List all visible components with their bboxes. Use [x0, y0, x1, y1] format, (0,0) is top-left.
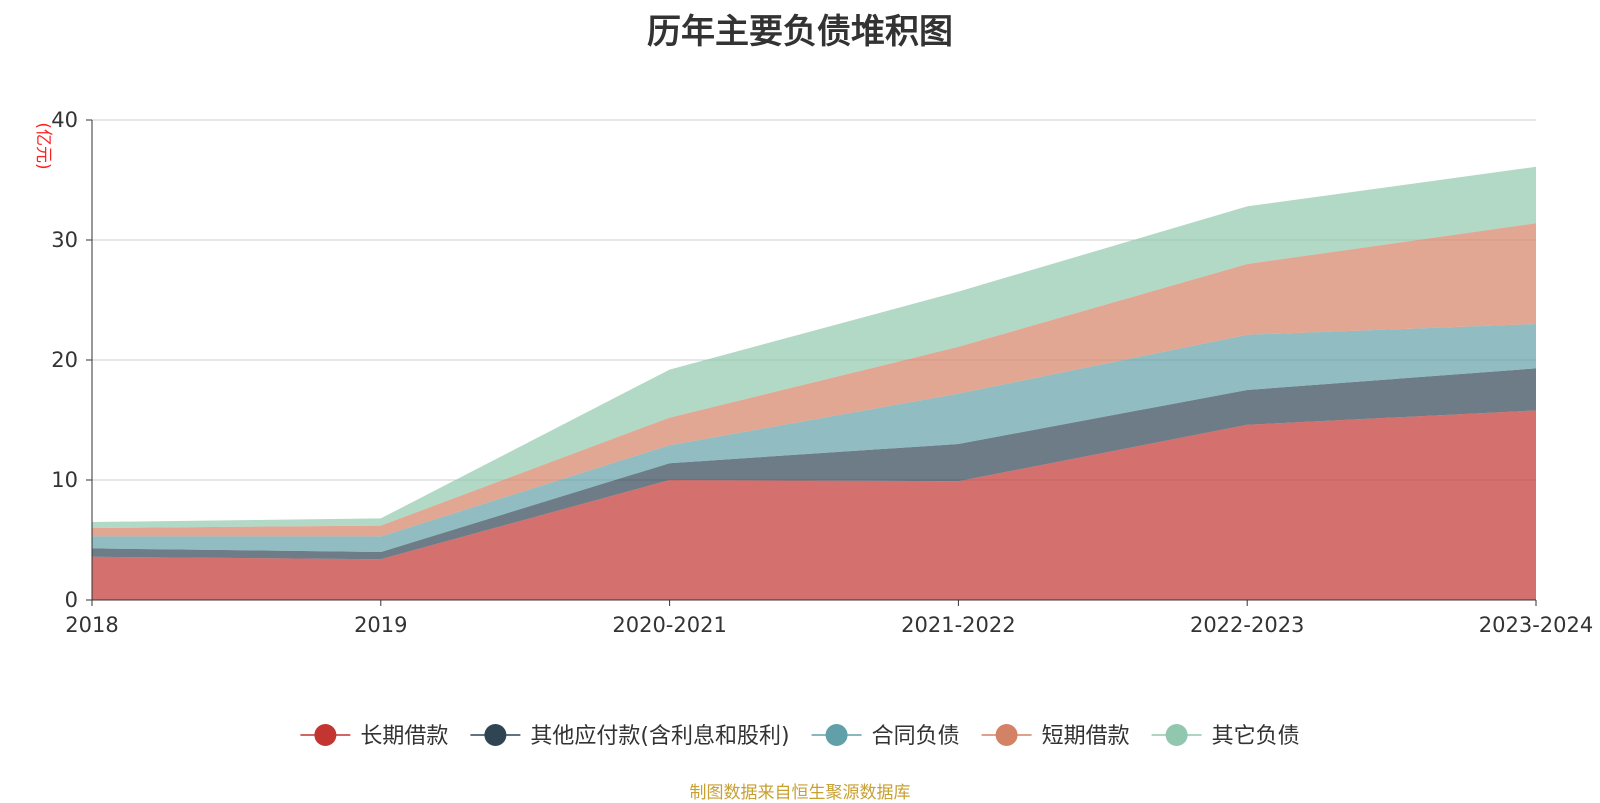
- x-tick-label: 2020-2021: [612, 613, 726, 637]
- legend: 长期借款 其他应付款(含利息和股利) 合同负债 短期借款 其它负债: [300, 724, 1300, 749]
- legend-label: 其他应付款(含利息和股利): [530, 724, 789, 749]
- y-axis-label: (亿元): [33, 122, 53, 169]
- x-tick-label: 2021-2022: [901, 613, 1015, 637]
- legend-label: 长期借款: [360, 724, 448, 749]
- axes: 0 10 20 30 40 2018 2019 2020-2021 2021-2022 2022-…: [33, 108, 1593, 637]
- area-series: [92, 166, 1536, 600]
- legend-item-2: 其他应付款(含利息和股利): [470, 724, 790, 749]
- x-tick-label: 2019: [354, 613, 407, 637]
- area-series-3: [92, 324, 1536, 552]
- y-tick-label: 30: [51, 228, 78, 252]
- x-tick-label: 2022-2023: [1190, 613, 1304, 637]
- area-series-2: [92, 368, 1536, 560]
- source-note: 制图数据来自恒生聚源数据库: [689, 783, 911, 803]
- legend-marker: [1165, 724, 1188, 746]
- legend-label: 其它负债: [1212, 724, 1300, 749]
- legend-item-5: 其它负债: [1151, 724, 1300, 749]
- legend-marker: [825, 724, 848, 746]
- area-series-1: [92, 410, 1536, 600]
- legend-item-3: 合同负债: [811, 724, 960, 749]
- legend-marker: [314, 724, 337, 746]
- chart-title: 历年主要负债堆积图: [647, 12, 953, 52]
- legend-label: 合同负债: [872, 724, 960, 749]
- legend-label: 短期借款: [1042, 724, 1130, 749]
- area-series-4: [92, 223, 1536, 537]
- legend-marker: [995, 724, 1018, 746]
- y-tick-label: 10: [51, 468, 78, 492]
- legend-item-1: 长期借款: [300, 724, 448, 749]
- x-tick-label: 2023-2024: [1479, 613, 1593, 637]
- legend-item-4: 短期借款: [981, 724, 1130, 749]
- area-series-5: [92, 166, 1536, 529]
- x-tick-label: 2018: [65, 613, 118, 637]
- y-tick-label: 0: [65, 588, 78, 612]
- legend-marker: [484, 724, 507, 746]
- y-tick-label: 20: [51, 348, 78, 372]
- y-tick-label: 40: [51, 108, 78, 132]
